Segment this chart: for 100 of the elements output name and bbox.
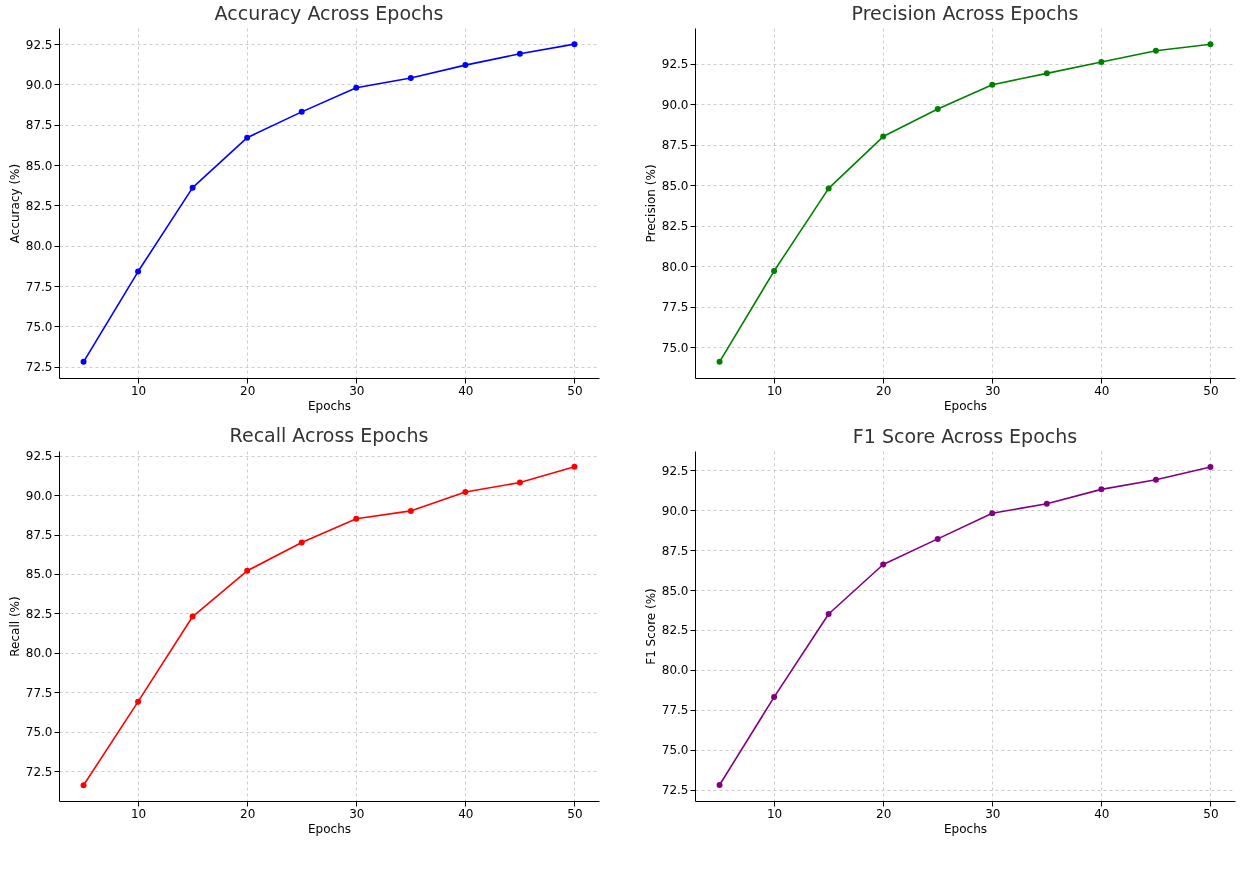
x-tick-label: 40 [458, 806, 474, 821]
x-axis-title: Epochs [944, 398, 987, 413]
y-tick-label: 90.0 [25, 77, 53, 92]
point [571, 41, 578, 48]
y-tick-label: 85.0 [25, 567, 53, 582]
point [825, 185, 832, 192]
point [880, 133, 887, 140]
x-tick-label: 10 [130, 806, 147, 821]
point [989, 81, 996, 88]
point [80, 782, 87, 789]
x-axis-title: Epochs [308, 398, 351, 413]
x-tick-label: 50 [1203, 806, 1219, 821]
y-tick-label: 82.5 [661, 623, 689, 638]
y-tick-label: 75.0 [25, 725, 53, 740]
x-tick-label: 40 [458, 383, 474, 398]
x-tick-label: 40 [1094, 383, 1110, 398]
point [135, 268, 142, 275]
x-axis-title: Epochs [308, 821, 351, 836]
y-tick-label: 80.0 [25, 239, 53, 254]
y-tick-label: 90.0 [661, 97, 689, 112]
y-tick-label: 87.5 [661, 138, 689, 153]
y-axis-title: F1 Score (%) [643, 588, 658, 665]
point [407, 75, 414, 81]
y-tick-label: 75.0 [25, 319, 53, 334]
point [1098, 486, 1105, 493]
y-tick-label: 77.5 [25, 279, 53, 294]
point [244, 567, 251, 574]
point [462, 489, 469, 495]
y-tick-label: 82.5 [25, 606, 53, 621]
point [516, 50, 523, 57]
point [353, 515, 360, 522]
point [189, 613, 196, 620]
point [1152, 476, 1159, 483]
x-tick-label: 30 [349, 806, 365, 821]
point [1098, 59, 1105, 66]
x-tick-label: 30 [985, 806, 1001, 821]
x-tick-label: 30 [985, 383, 1001, 398]
y-tick-label: 90.0 [25, 488, 53, 503]
point [880, 561, 887, 568]
point [1043, 500, 1050, 507]
point [934, 535, 941, 542]
point [462, 62, 469, 69]
y-tick-label: 82.5 [25, 198, 53, 213]
point [135, 698, 142, 705]
y-tick-label: 85.0 [661, 583, 689, 598]
point [571, 463, 578, 470]
y-tick-label: 82.5 [661, 219, 689, 234]
point [825, 611, 832, 618]
x-tick-label: 30 [349, 383, 365, 398]
point [516, 479, 523, 486]
y-tick-label: 92.5 [661, 57, 689, 72]
chart-title: F1 Score Across Epochs [852, 425, 1078, 447]
x-tick-label: 50 [567, 383, 583, 398]
point [989, 510, 996, 517]
y-tick-label: 80.0 [661, 663, 689, 678]
point [771, 694, 778, 701]
point [189, 184, 196, 191]
x-tick-label: 10 [130, 383, 147, 398]
point [1207, 463, 1214, 470]
point [1152, 47, 1159, 54]
y-tick-label: 77.5 [661, 703, 689, 718]
point [298, 108, 305, 115]
x-tick-label: 10 [766, 806, 783, 821]
point [1043, 70, 1050, 77]
point [80, 358, 87, 365]
y-tick-label: 87.5 [25, 528, 53, 543]
y-tick-label: 85.0 [25, 158, 53, 173]
y-tick-label: 85.0 [661, 178, 689, 193]
y-tick-label: 75.0 [661, 743, 689, 758]
y-tick-label: 92.5 [661, 463, 689, 478]
y-tick-label: 87.5 [661, 543, 689, 558]
y-tick-label: 80.0 [25, 646, 53, 661]
point [1207, 41, 1214, 48]
point [298, 539, 305, 546]
chart-title: Recall Across Epochs [229, 423, 429, 446]
x-tick-label: 20 [240, 383, 256, 398]
x-tick-label: 10 [766, 383, 783, 398]
y-tick-label: 75.0 [661, 340, 689, 355]
y-tick-label: 80.0 [661, 259, 689, 274]
point [716, 782, 723, 789]
y-tick-label: 72.5 [661, 783, 689, 798]
y-axis-title: Recall (%) [7, 596, 22, 657]
y-tick-label: 90.0 [661, 503, 689, 518]
x-tick-label: 50 [567, 806, 583, 821]
y-tick-label: 92.5 [25, 37, 53, 52]
y-tick-label: 87.5 [25, 118, 53, 133]
y-axis-title: Accuracy (%) [7, 163, 22, 244]
point [244, 134, 251, 141]
y-tick-label: 77.5 [661, 300, 689, 315]
x-tick-label: 40 [1094, 806, 1110, 821]
y-tick-label: 72.5 [25, 360, 53, 375]
x-axis-title: Epochs [944, 821, 987, 836]
x-tick-label: 50 [1203, 383, 1219, 398]
y-tick-label: 77.5 [25, 685, 53, 700]
y-tick-label: 92.5 [25, 449, 53, 464]
point [407, 507, 414, 514]
x-tick-label: 20 [240, 806, 256, 821]
point [934, 106, 941, 113]
chart-title: Precision Across Epochs [851, 2, 1079, 24]
point [716, 358, 723, 365]
